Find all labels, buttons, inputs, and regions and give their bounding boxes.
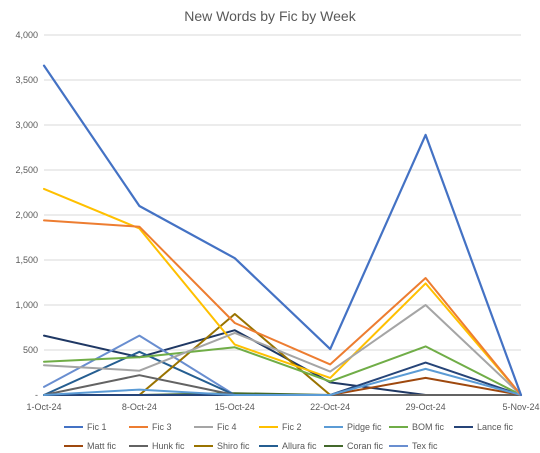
- series-line: [42, 64, 523, 397]
- series-lines: [42, 64, 523, 397]
- gridlines: [44, 34, 521, 396]
- y-axis-ticks: - 500 1,000 1,500 2,000 2,500 3,000 3,500 4,000: [15, 30, 38, 400]
- y-tick-label: 3,500: [15, 75, 38, 85]
- x-tick-label: 1-Oct-24: [26, 402, 61, 412]
- y-tick-label: 2,000: [15, 210, 38, 220]
- y-tick-label: 1,000: [15, 300, 38, 310]
- legend-label: Tex fic: [412, 441, 438, 451]
- series-line: [43, 187, 522, 396]
- legend-label: Pidge fic: [347, 422, 382, 432]
- x-axis-ticks: 1-Oct-24 8-Oct-24 15-Oct-24 22-Oct-24 29-Oct…: [26, 402, 539, 412]
- legend-label: Fic 1: [87, 422, 107, 432]
- y-tick-label: 3,000: [15, 120, 38, 130]
- legend-label: Lance fic: [477, 422, 514, 432]
- x-tick-label: 22-Oct-24: [310, 402, 350, 412]
- y-tick-label: 1,500: [15, 255, 38, 265]
- x-tick-label: 5-Nov-24: [502, 402, 539, 412]
- chart-title: New Words by Fic by Week: [184, 8, 356, 24]
- legend-label: BOM fic: [412, 422, 445, 432]
- y-tick-label: 2,500: [15, 165, 38, 175]
- legend: Fic 1 Fic 3 Fic 4 Fic 2 Pidge fic BOM fic Lanc…: [64, 422, 514, 451]
- x-tick-label: 15-Oct-24: [215, 402, 255, 412]
- series-line: [43, 367, 522, 396]
- legend-label: Allura fic: [282, 441, 317, 451]
- series-line: [43, 219, 522, 396]
- x-tick-label: 29-Oct-24: [406, 402, 446, 412]
- legend-label: Fic 3: [152, 422, 172, 432]
- legend-label: Fic 2: [282, 422, 302, 432]
- legend-label: Fic 4: [217, 422, 237, 432]
- series-line: [43, 304, 522, 396]
- y-tick-label: 4,000: [15, 30, 38, 40]
- series-line: [43, 374, 522, 396]
- series-line: [43, 345, 522, 396]
- y-tick-label: 500: [23, 345, 38, 355]
- legend-label: Shiro fic: [217, 441, 250, 451]
- legend-label: Coran fic: [347, 441, 384, 451]
- y-tick-label: -: [35, 390, 38, 400]
- legend-label: Matt fic: [87, 441, 117, 451]
- x-tick-label: 8-Oct-24: [122, 402, 157, 412]
- legend-label: Hunk fic: [152, 441, 185, 451]
